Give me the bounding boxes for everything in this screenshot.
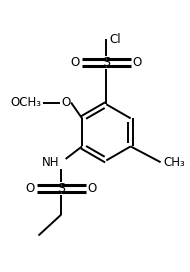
Text: NH: NH <box>42 156 59 169</box>
Text: O: O <box>71 56 80 69</box>
Text: O: O <box>133 56 142 69</box>
Text: O: O <box>61 96 70 109</box>
Text: CH₃: CH₃ <box>163 156 185 169</box>
Text: Cl: Cl <box>109 33 121 46</box>
Text: O: O <box>26 182 35 195</box>
Text: O: O <box>87 182 97 195</box>
Text: OCH₃: OCH₃ <box>10 96 41 109</box>
Text: S: S <box>57 182 65 195</box>
Text: S: S <box>102 56 110 69</box>
